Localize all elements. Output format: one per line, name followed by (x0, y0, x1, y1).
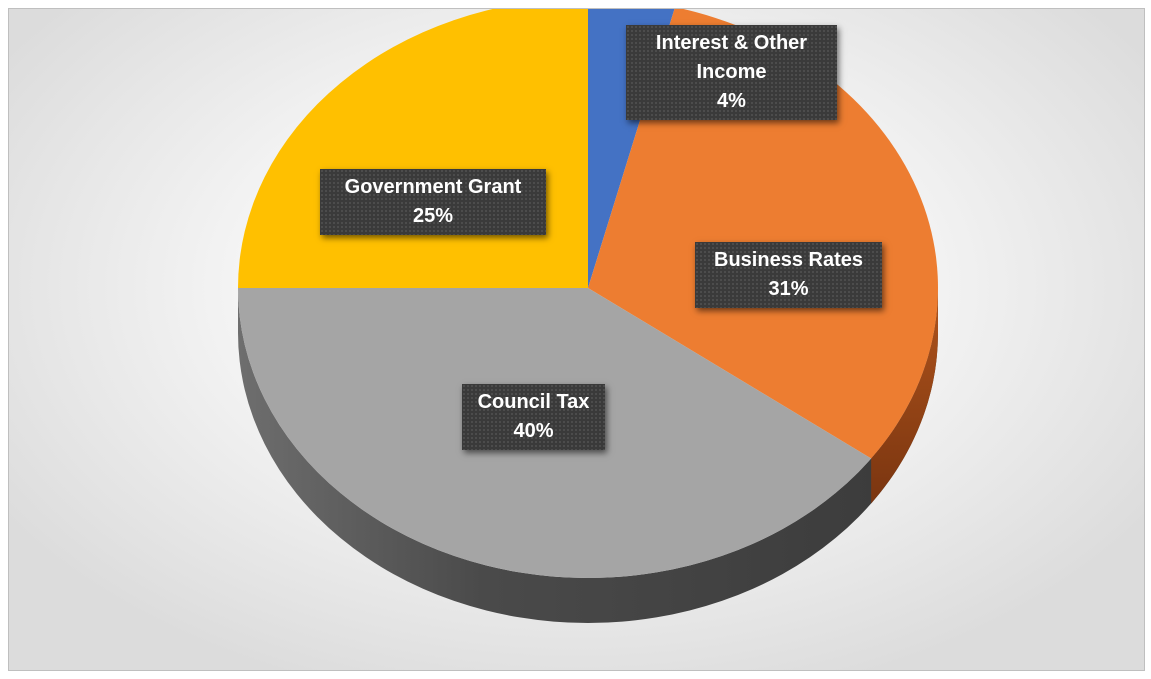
pie-side-business-rates (871, 288, 938, 504)
data-label-council-tax: Council Tax 40% (462, 384, 605, 450)
pie-side-council-tax (238, 288, 938, 623)
chart-area: Interest & Other Income 4% Business Rate… (8, 8, 1145, 671)
data-label-government-grant: Government Grant 25% (320, 169, 546, 235)
data-label-interest: Interest & Other Income 4% (626, 25, 837, 120)
data-label-business-rates: Business Rates 31% (695, 242, 882, 308)
slice-business-rates (588, 9, 938, 459)
pie-chart (238, 9, 938, 623)
pie-side-wall (238, 288, 938, 623)
slice-government-grant (238, 9, 588, 288)
